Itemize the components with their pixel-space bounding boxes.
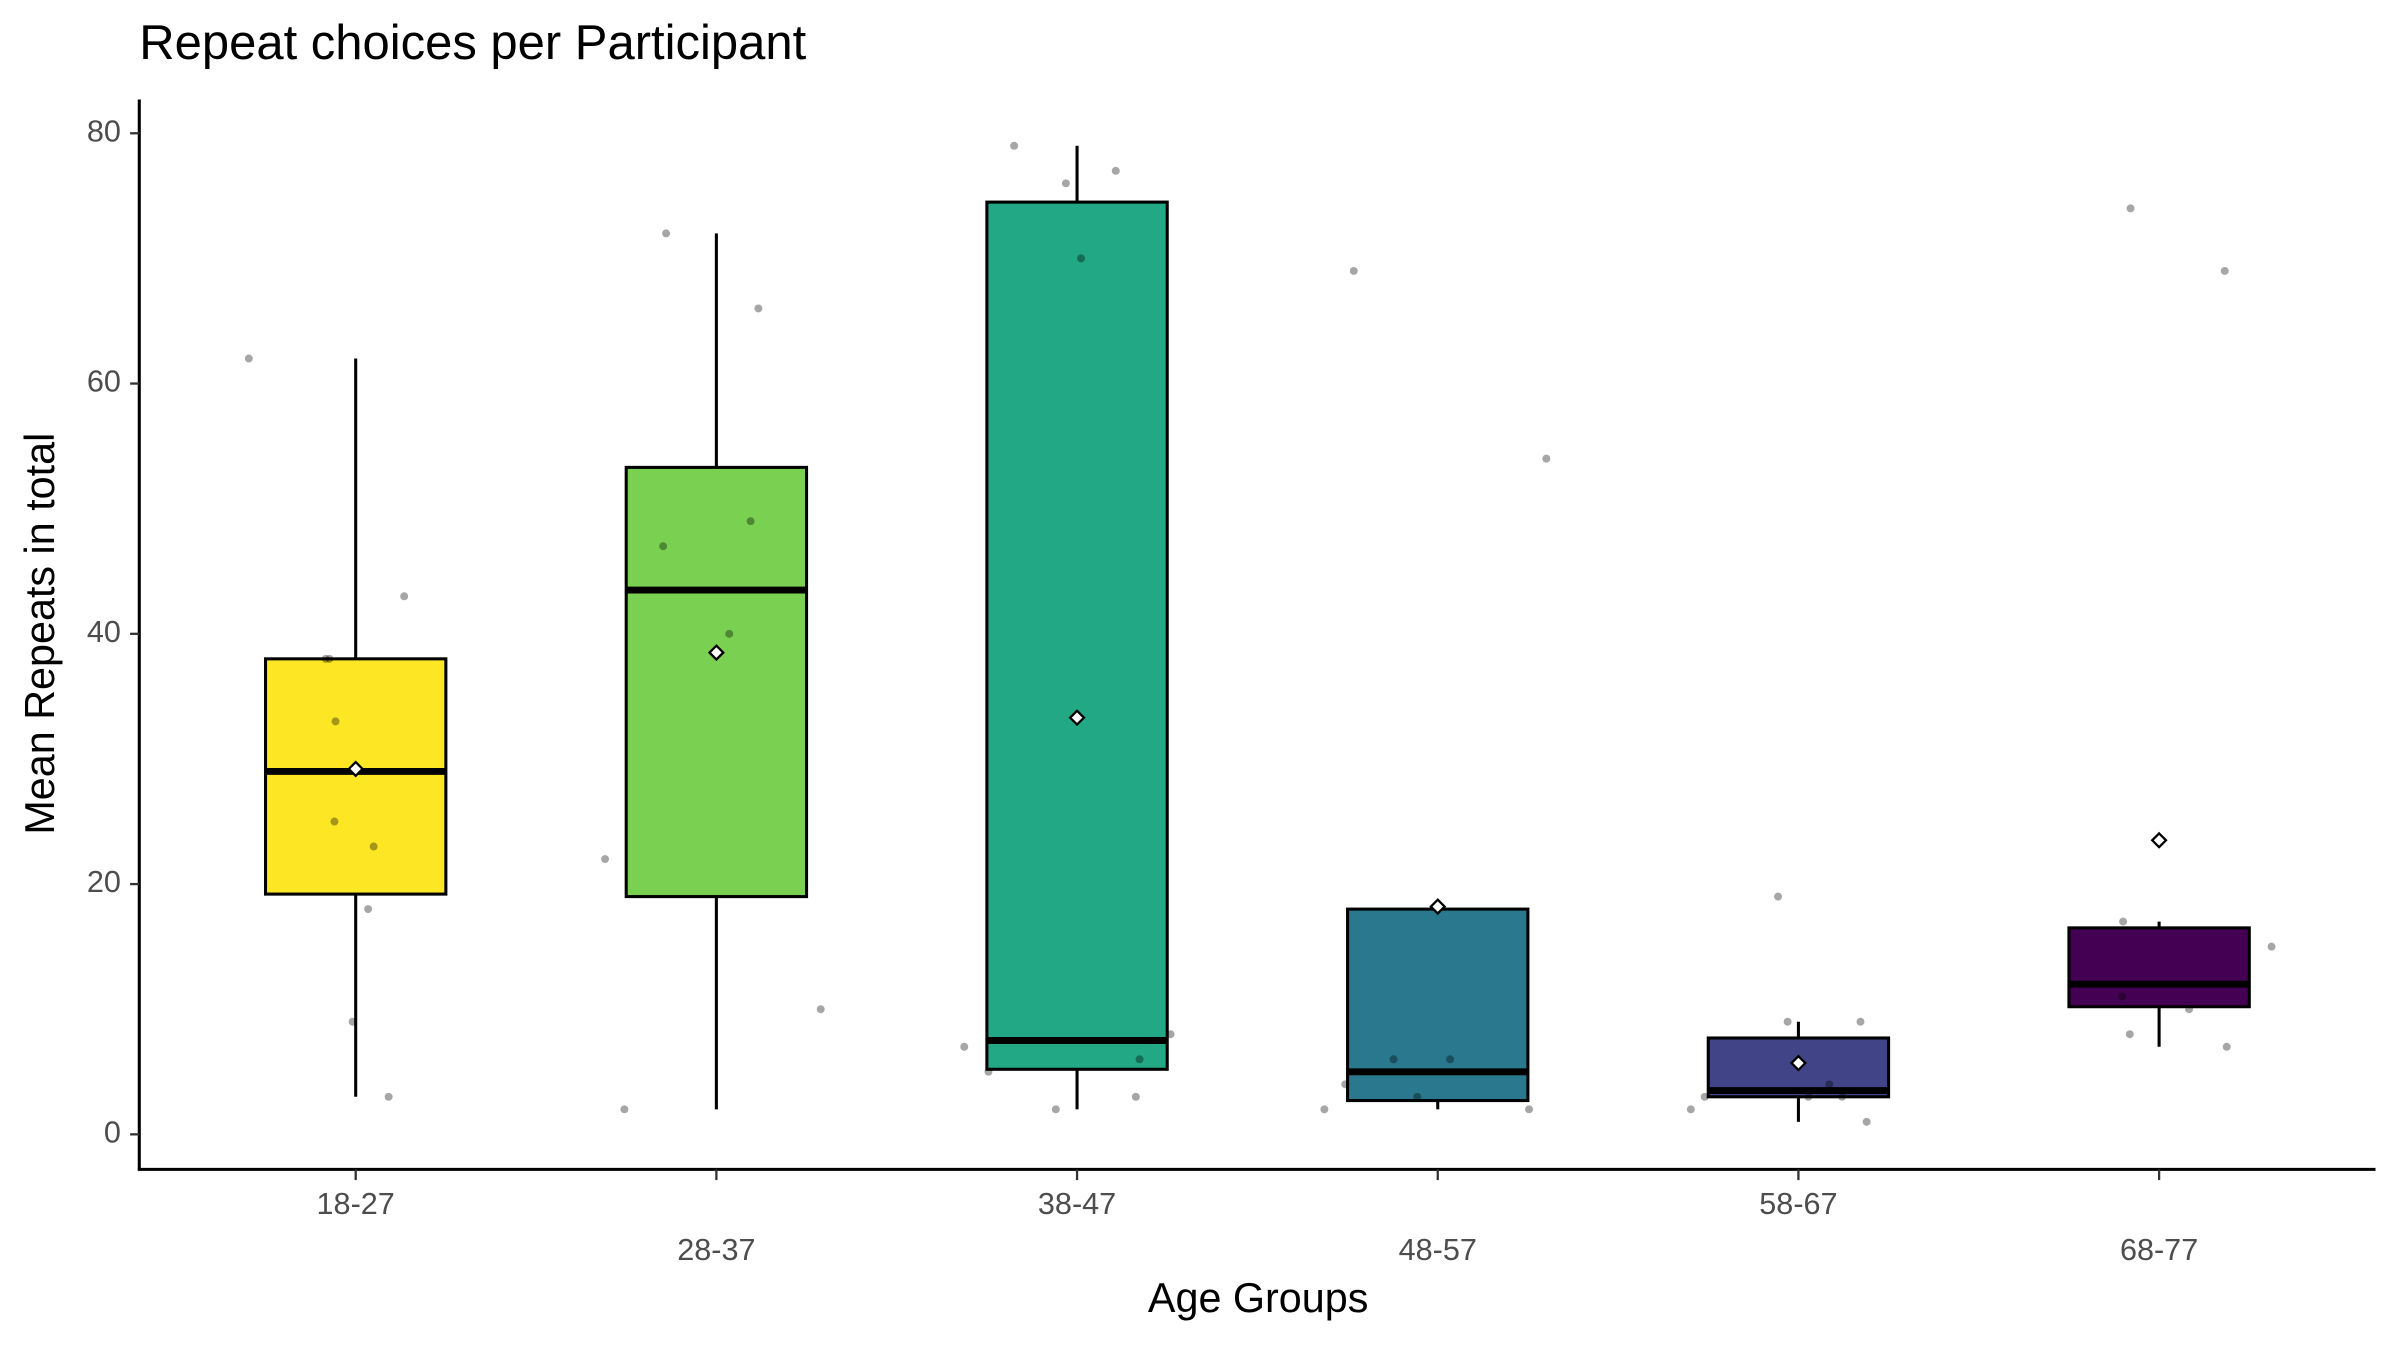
mean-marker <box>707 644 725 662</box>
data-point <box>325 654 334 663</box>
y-tick-label: 80 <box>87 114 121 148</box>
data-point <box>2118 992 2127 1001</box>
mean-marker <box>1789 1054 1807 1072</box>
data-point <box>1010 141 1019 150</box>
data-point <box>369 842 378 851</box>
data-point <box>816 1005 825 1014</box>
mean-marker <box>347 760 365 778</box>
data-point <box>1111 166 1120 175</box>
data-point <box>1838 1092 1847 1101</box>
data-point <box>746 517 755 526</box>
data-point <box>2267 942 2276 951</box>
x-tick-label: 48-57 <box>1399 1233 1477 1267</box>
data-point <box>1700 1092 1709 1101</box>
box <box>2067 926 2251 1009</box>
data-point <box>1686 1105 1695 1114</box>
data-point <box>244 354 253 363</box>
data-point <box>1446 1055 1455 1064</box>
data-point <box>662 229 671 238</box>
data-point <box>1061 179 1070 188</box>
data-point <box>2126 204 2135 213</box>
box <box>624 465 809 899</box>
data-point <box>2222 1042 2231 1051</box>
data-point <box>400 592 409 601</box>
data-point <box>1135 1055 1144 1064</box>
y-tick-label: 0 <box>104 1115 121 1149</box>
data-point <box>1413 1092 1422 1101</box>
y-tick-label: 60 <box>87 365 121 399</box>
mean-marker <box>1068 709 1086 727</box>
data-point <box>1166 1030 1175 1039</box>
y-axis-title: Mean Repeats in total <box>17 433 63 835</box>
data-point <box>2220 266 2229 275</box>
data-point <box>1320 1105 1329 1114</box>
data-point <box>984 1067 993 1076</box>
data-point <box>620 1105 629 1114</box>
box <box>985 200 1169 1071</box>
y-tick-label: 40 <box>87 615 121 649</box>
data-point <box>1856 1017 1865 1026</box>
data-point <box>1783 1017 1792 1026</box>
mean-marker <box>2150 831 2168 849</box>
data-point <box>960 1042 969 1051</box>
y-tick-label: 20 <box>87 865 121 899</box>
data-point <box>1542 454 1551 463</box>
x-tick-label: 28-37 <box>677 1233 755 1267</box>
chart-title: Repeat choices per Participant <box>139 16 806 70</box>
data-point <box>348 1017 357 1026</box>
data-point <box>1525 1105 1534 1114</box>
data-point <box>364 905 373 914</box>
data-point <box>1389 1055 1398 1064</box>
mean-marker <box>1429 898 1447 916</box>
data-point <box>1804 1092 1813 1101</box>
x-tick-label: 68-77 <box>2120 1233 2198 1267</box>
data-point <box>1862 1117 1871 1126</box>
x-axis-title: Age Groups <box>1148 1275 1368 1321</box>
data-point <box>331 717 340 726</box>
x-tick-label: 58-67 <box>1759 1187 1837 1221</box>
data-point <box>1077 254 1085 263</box>
data-point <box>1825 1080 1834 1089</box>
x-tick-label: 38-47 <box>1038 1187 1116 1221</box>
x-tick-label: 18-27 <box>317 1187 395 1221</box>
data-point <box>330 817 339 826</box>
data-point <box>384 1092 393 1101</box>
data-point <box>1341 1080 1350 1089</box>
data-point <box>2185 1005 2194 1014</box>
data-point <box>754 304 763 313</box>
data-point <box>725 629 734 638</box>
data-point <box>2119 917 2128 926</box>
data-point <box>321 654 330 663</box>
data-point <box>659 542 668 551</box>
data-point <box>601 855 610 864</box>
data-point <box>2125 1030 2134 1039</box>
data-point <box>1131 1092 1140 1101</box>
data-point <box>1051 1105 1060 1114</box>
data-point <box>1349 266 1358 275</box>
data-point <box>1774 892 1783 901</box>
